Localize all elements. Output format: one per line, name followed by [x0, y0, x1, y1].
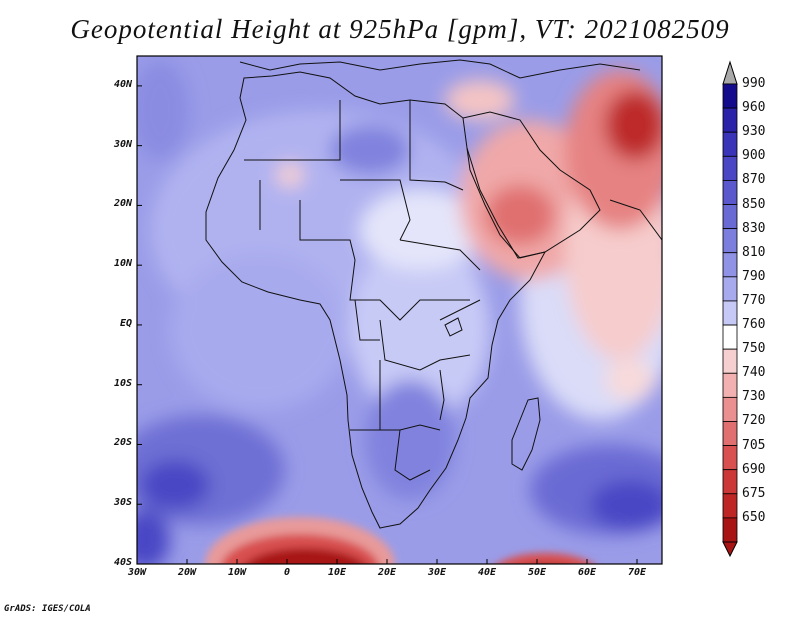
lat-label: 30S	[113, 497, 132, 509]
colorbar-label: 705	[742, 437, 766, 453]
lon-label: 10E	[327, 567, 347, 578]
colorbar-swatch	[722, 445, 738, 471]
colorbar-label: 750	[742, 341, 766, 357]
colorbar-label: 870	[742, 172, 766, 188]
colorbar-label: 690	[742, 461, 766, 477]
colorbar-swatch	[722, 324, 738, 350]
colorbar-label: 650	[742, 509, 766, 525]
lon-label: 60E	[577, 567, 597, 578]
colorbar-swatch	[722, 372, 738, 398]
colorbar-swatch	[722, 83, 738, 109]
lon-label: 50E	[527, 567, 547, 578]
lat-label: 40S	[113, 557, 132, 568]
lat-label: 20N	[113, 198, 132, 210]
lon-label: 10W	[227, 567, 247, 578]
lat-label: 30N	[113, 138, 132, 150]
colorbar-label: 770	[742, 292, 766, 308]
colorbar-label: 790	[742, 268, 766, 284]
geopotential-field	[137, 56, 662, 564]
colorbar-label: 990	[742, 76, 766, 91]
axis-ticks	[136, 85, 638, 565]
lat-label: EQ	[119, 317, 132, 329]
colorbar-swatch	[722, 252, 738, 278]
grads-credit: GrADS: IGES/COLA	[4, 604, 91, 614]
colorbar-top-arrow	[722, 60, 738, 85]
colorbar-swatch	[722, 204, 738, 230]
colorbar-swatch	[722, 180, 738, 205]
colorbar-label: 960	[742, 100, 766, 116]
colorbar-swatch	[722, 421, 738, 446]
colorbar-label: 740	[742, 365, 766, 381]
lon-label: 30E	[427, 567, 447, 578]
lat-label: 10N	[113, 258, 132, 270]
colorbar-swatch	[722, 107, 738, 133]
lon-label: 40E	[477, 567, 497, 578]
colorbar-label: 830	[742, 220, 766, 236]
lat-label: 40N	[113, 78, 132, 90]
coastlines	[205, 59, 662, 529]
colorbar-label: 760	[742, 317, 766, 333]
colorbar-swatch	[722, 493, 738, 519]
lon-label: 20E	[377, 567, 397, 578]
colorbar-swatch	[722, 469, 738, 495]
colorbar-swatch	[722, 348, 738, 374]
colorbar-label: 730	[742, 389, 766, 405]
colorbar-label: 675	[742, 485, 766, 501]
colorbar-swatch	[722, 396, 738, 422]
colorbar-label: 900	[742, 148, 766, 164]
lon-label: 20W	[177, 567, 197, 578]
colorbar-label: 930	[742, 124, 766, 140]
colorbar-swatch	[722, 155, 738, 181]
lon-label: 70E	[627, 567, 647, 578]
colorbar-label: 810	[742, 244, 766, 260]
colorbar-swatch	[722, 300, 738, 326]
colorbar-swatch	[722, 228, 738, 254]
colorbar-label: 720	[742, 413, 766, 429]
colorbar-swatch	[722, 131, 738, 157]
colorbar	[722, 60, 738, 558]
lat-label: 10S	[113, 377, 132, 389]
lon-label: 30W	[127, 567, 147, 578]
colorbar-bottom-arrow	[722, 541, 738, 558]
colorbar-swatch	[722, 276, 738, 302]
map-title: Geopotential Height at 925hPa [gpm], VT:…	[70, 14, 730, 44]
colorbar-swatch	[722, 517, 738, 543]
lon-label: 0	[283, 567, 291, 578]
lat-label: 20S	[113, 437, 132, 449]
colorbar-label: 850	[742, 196, 766, 212]
